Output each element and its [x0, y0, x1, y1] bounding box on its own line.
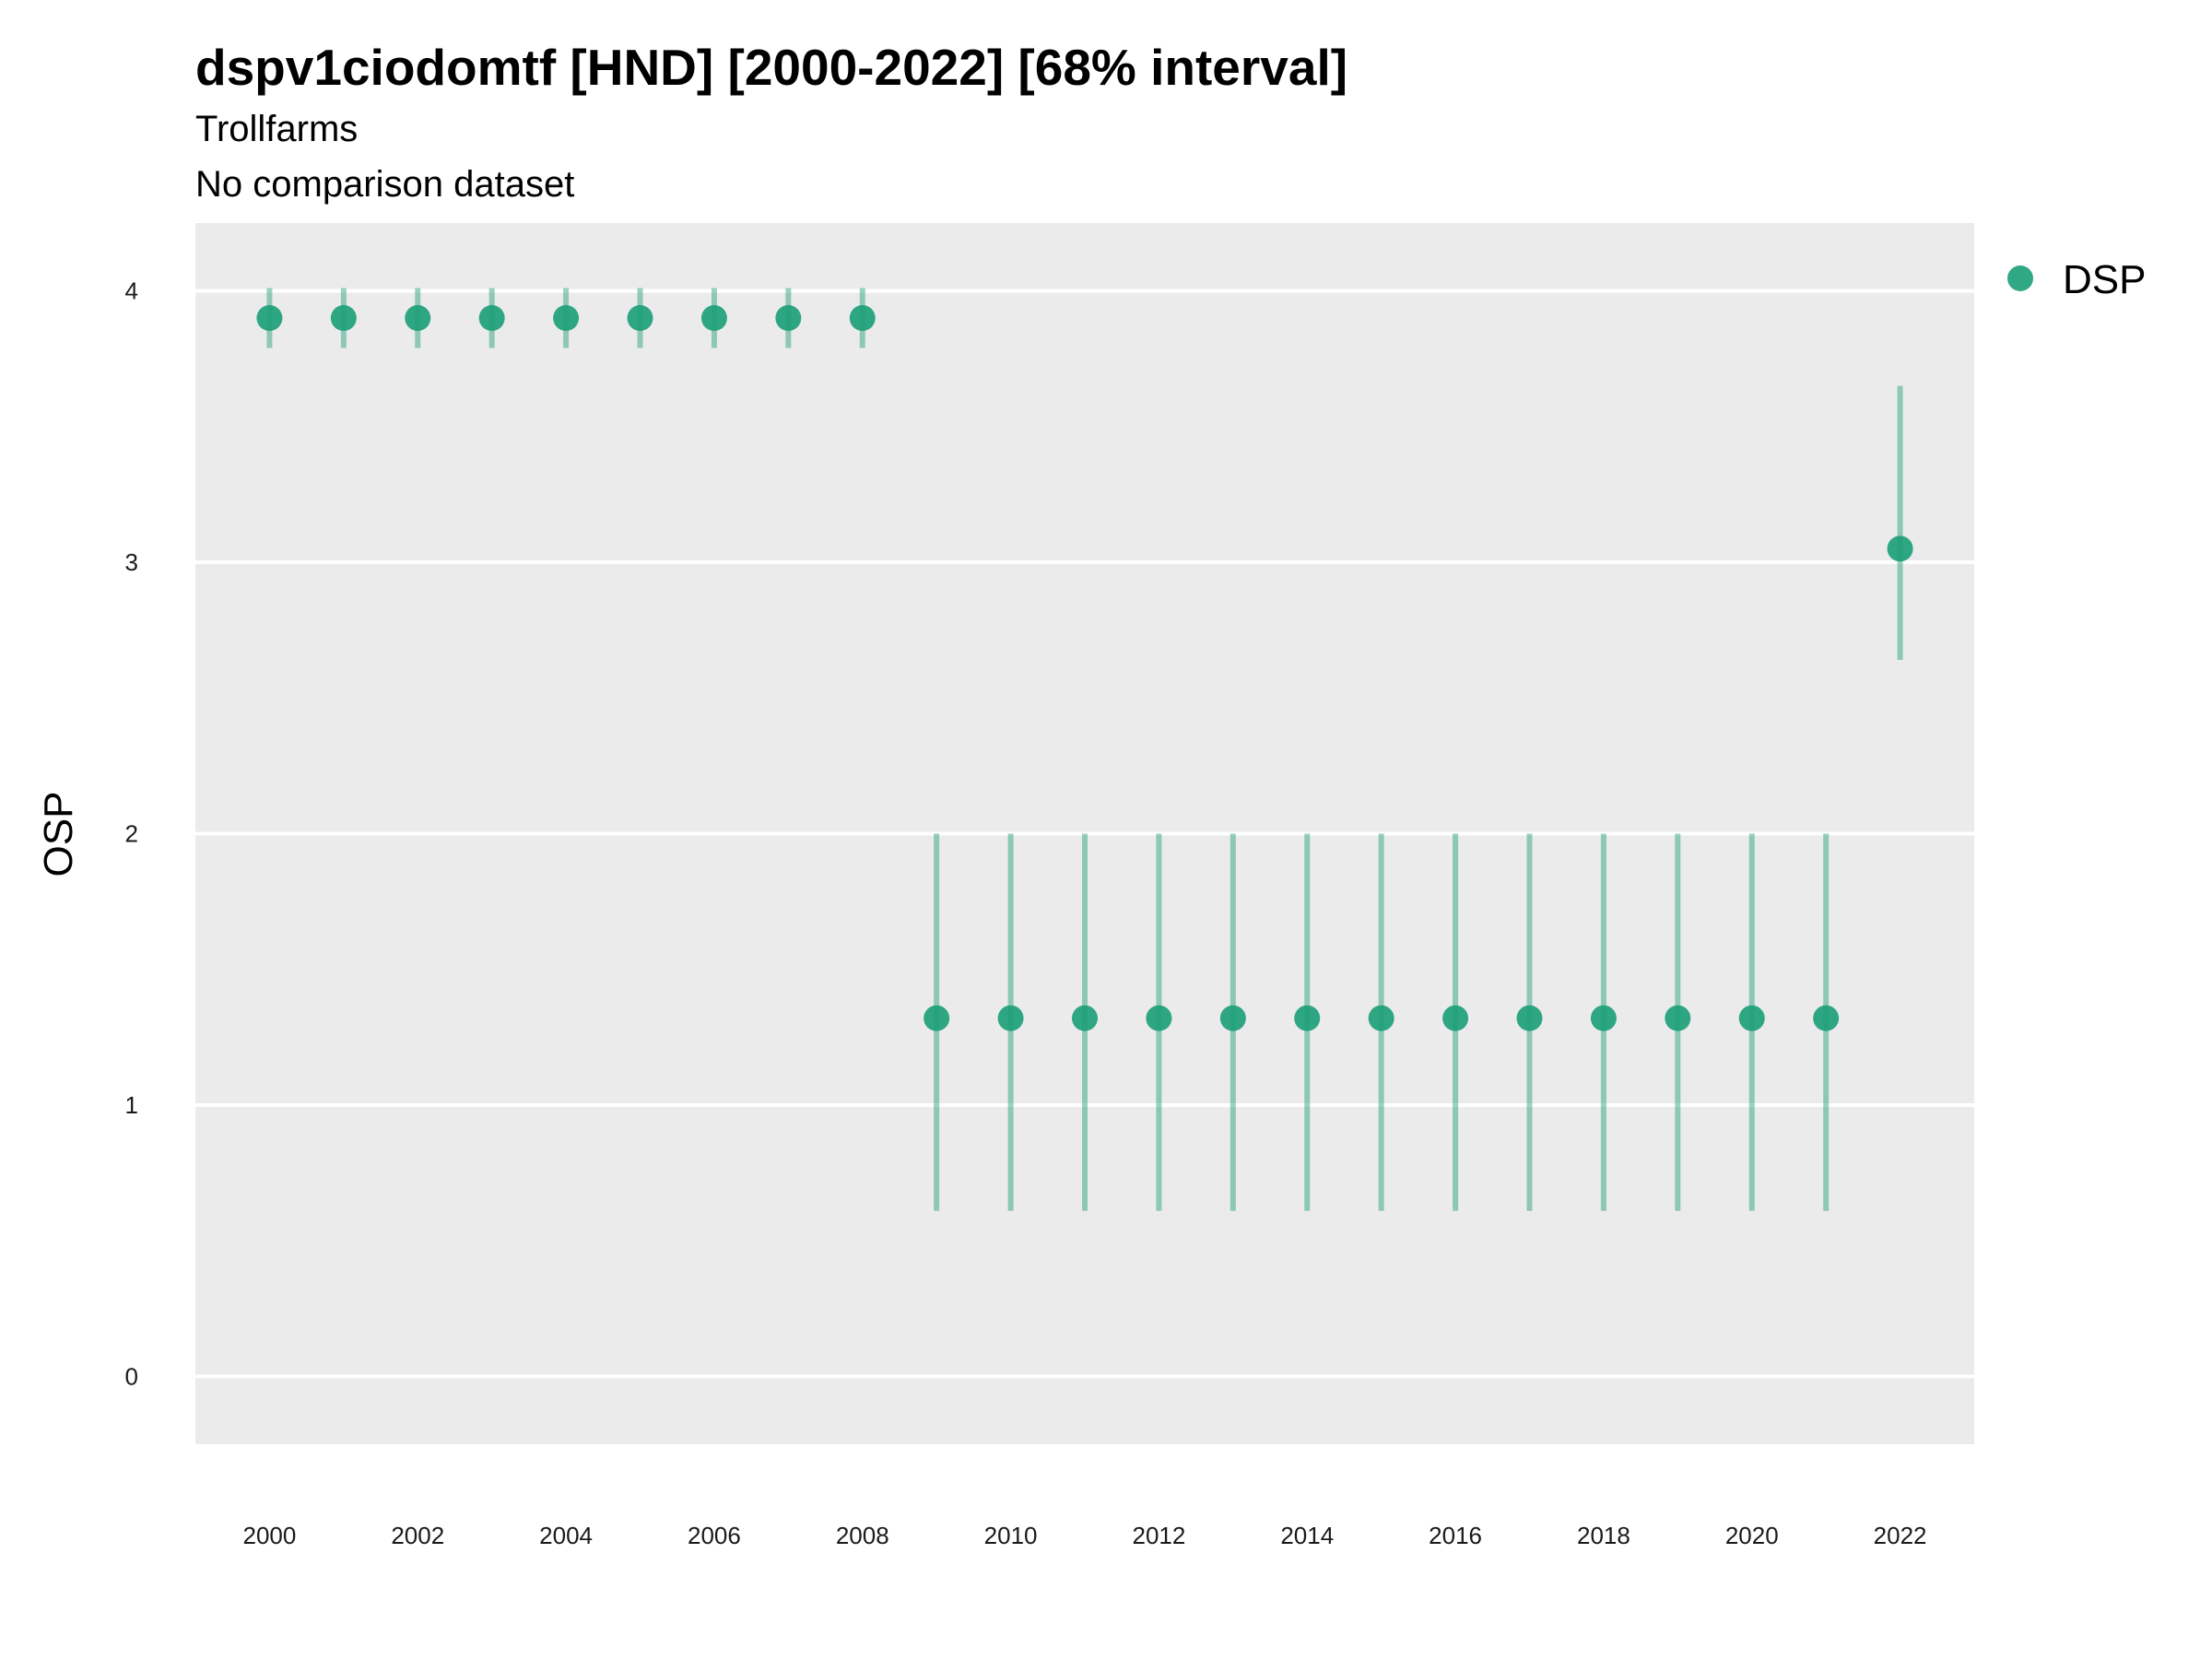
data-point	[849, 305, 876, 332]
data-point	[1813, 1005, 1840, 1031]
data-point	[1146, 1005, 1172, 1031]
chart-subtitle-line-2: No comparison dataset	[195, 164, 574, 205]
legend: DSP	[2007, 257, 2146, 302]
x-tick-label: 2004	[539, 1522, 593, 1549]
x-tick-label: 2014	[1280, 1522, 1334, 1549]
data-point	[256, 305, 283, 332]
data-point	[1590, 1005, 1617, 1031]
x-tick-label: 2018	[1577, 1522, 1630, 1549]
data-point	[478, 305, 505, 332]
x-tick-label: 2002	[391, 1522, 444, 1549]
chart-title: dspv1ciodomtf [HND] [2000-2022] [68% int…	[195, 39, 1347, 96]
data-point	[405, 305, 431, 332]
data-point	[1516, 1005, 1543, 1031]
legend-label-dsp: DSP	[2063, 257, 2146, 302]
data-point	[1887, 535, 1913, 562]
x-tick-label: 2016	[1429, 1522, 1482, 1549]
data-point	[924, 1005, 950, 1031]
data-point	[1219, 1005, 1246, 1031]
grid-lines	[195, 288, 1974, 1379]
y-tick-label: 0	[125, 1362, 138, 1390]
data-point	[553, 305, 580, 332]
data-point	[1665, 1005, 1691, 1031]
data-point	[1738, 1005, 1765, 1031]
x-tick-label: 2022	[1874, 1522, 1927, 1549]
x-tick-label: 2020	[1725, 1522, 1779, 1549]
data-point	[1072, 1005, 1098, 1031]
y-tick-label: 1	[125, 1091, 138, 1119]
y-tick-label: 4	[125, 277, 138, 305]
y-axis-ticks: 0 1 2 3 4	[125, 277, 138, 1391]
data-point	[775, 305, 802, 332]
data-point	[627, 305, 653, 332]
legend-marker-dsp	[2007, 265, 2033, 291]
y-tick-label: 3	[125, 548, 138, 576]
x-tick-label: 2012	[1132, 1522, 1185, 1549]
x-tick-label: 2000	[242, 1522, 296, 1549]
data-point	[997, 1005, 1024, 1031]
data-point	[1442, 1005, 1469, 1031]
x-axis-ticks: 2000 2002 2004 2006 2008 2010 2012 2014 2016 2018…	[242, 1522, 1926, 1549]
data-point	[1368, 1005, 1394, 1031]
y-axis-title: OSP	[36, 792, 81, 877]
x-tick-label: 2010	[984, 1522, 1038, 1549]
data-point	[1294, 1005, 1321, 1031]
data-points	[256, 305, 1913, 1031]
x-tick-label: 2008	[836, 1522, 889, 1549]
x-tick-label: 2006	[688, 1522, 741, 1549]
y-tick-label: 2	[125, 820, 138, 848]
data-point	[700, 305, 727, 332]
data-point	[330, 305, 357, 332]
chart-subtitle-line-1: Trollfarms	[195, 109, 358, 149]
